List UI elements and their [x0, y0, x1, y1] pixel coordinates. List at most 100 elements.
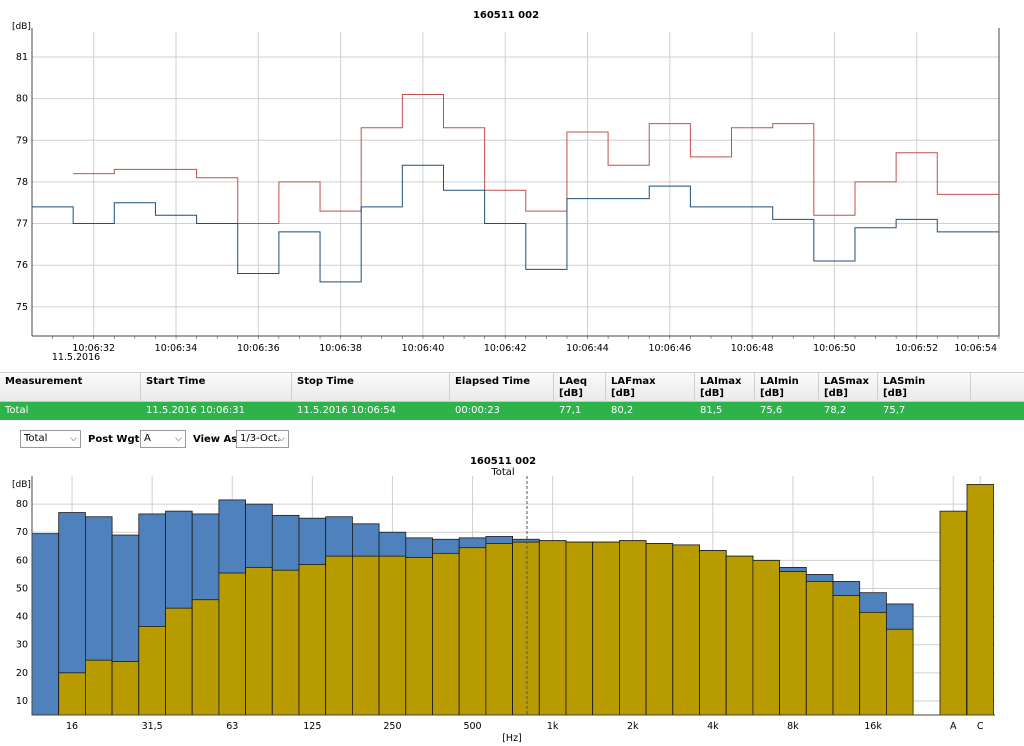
x-tick-label: 10:06:46: [648, 343, 691, 354]
x-tick-label: 1k: [547, 721, 559, 732]
table-row[interactable]: Total 11.5.2016 10:06:31 11.5.2016 10:06…: [0, 402, 1024, 420]
bar-gold: [832, 595, 861, 716]
y-tick-label: 77: [16, 219, 28, 230]
x-tick-label: 16: [66, 721, 78, 732]
cell-start-time: 11.5.2016 10:06:31: [146, 405, 245, 416]
top-chart-x-axis: 10:06:32 10:06:34 10:06:36 10:06:38 10:06:40…: [32, 335, 1000, 354]
y-tick-label: 79: [16, 135, 28, 146]
view-as-select[interactable]: 1/3-Oct. ⌵: [236, 430, 289, 448]
bottom-chart-x-unit: [Hz]: [502, 733, 522, 744]
col-elapsed-time[interactable]: Elapsed Time: [450, 373, 554, 403]
bar-gold: [512, 541, 540, 716]
y-tick-label: 40: [16, 612, 28, 623]
y-tick-label: 30: [16, 640, 28, 651]
bar-gold: [85, 659, 113, 716]
chevron-down-icon: ⌵: [70, 434, 77, 444]
y-tick-label: 76: [16, 260, 28, 271]
bottom-chart-title: 160511 002: [470, 456, 536, 467]
bar-gold: [378, 555, 407, 716]
bar-gold: [859, 611, 887, 716]
bar-gold: [672, 544, 700, 716]
y-tick-label: 70: [16, 527, 28, 538]
x-tick-label: 10:06:54: [954, 343, 997, 354]
bar-gold: [351, 555, 380, 716]
bar-gold: [458, 547, 487, 716]
x-tick-label: 8k: [787, 721, 799, 732]
bottom-chart-y-axis: 10 20 30 40 50 60 70 80: [16, 476, 33, 715]
cell-measurement: Total: [5, 405, 29, 416]
bar-gold: [271, 569, 300, 716]
col-laimax[interactable]: LAImax [dB]: [695, 373, 755, 403]
spectrum-controls: Total ⌵ Post Wgt: A ⌵ View As 1/3-Oct. ⌵: [0, 426, 1024, 452]
y-tick-label: 20: [16, 668, 28, 679]
x-tick-label: 2k: [627, 721, 639, 732]
x-tick-label: 31,5: [142, 721, 163, 732]
x-tick-label: 10:06:44: [566, 343, 609, 354]
bar-gold: [245, 566, 273, 716]
series-line-red: [73, 93, 999, 225]
cell-lasmax: 78,2: [824, 405, 847, 416]
bar-gold: [432, 552, 460, 716]
cell-lafmax: 80,2: [611, 405, 634, 416]
x-tick-label: 500: [463, 721, 481, 732]
cell-lasmin: 75,7: [883, 405, 906, 416]
measurement-select[interactable]: Total ⌵: [20, 430, 81, 448]
top-chart-series: [32, 93, 999, 283]
bar-gold: [165, 607, 193, 716]
y-tick-label: 78: [16, 177, 28, 188]
bar-gold: [538, 540, 567, 716]
x-tick-label: 10:06:34: [155, 343, 198, 354]
bottom-chart-x-axis: 16 31,5 63 125 250 500 1k 2k 4k 8k 16k A C: [32, 714, 995, 732]
col-lafmax[interactable]: LAFmax [dB]: [606, 373, 695, 403]
x-tick-label: 250: [383, 721, 401, 732]
x-tick-label: 10:06:48: [731, 343, 774, 354]
weighting-label: A: [950, 721, 957, 732]
bar-gold: [699, 550, 727, 716]
col-stop-time[interactable]: Stop Time: [292, 373, 450, 403]
bar-gold: [752, 559, 781, 716]
x-tick-label: 10:06:40: [402, 343, 445, 354]
top-chart-x-date: 11.5.2016: [52, 352, 100, 363]
bar-gold: [966, 484, 994, 716]
y-tick-label: 80: [16, 94, 28, 105]
col-start-time[interactable]: Start Time: [141, 373, 292, 403]
bar-gold: [886, 628, 914, 716]
x-tick-label: 63: [226, 721, 238, 732]
x-tick-label: 10:06:50: [813, 343, 856, 354]
cell-laimin: 75,6: [760, 405, 783, 416]
bar-gold: [58, 672, 86, 716]
y-tick-label: 50: [16, 583, 28, 594]
bar-gold: [111, 661, 140, 716]
chevron-down-icon: ⌵: [278, 434, 285, 444]
x-tick-label: 10:06:32: [72, 343, 115, 354]
post-wgt-select[interactable]: A ⌵: [140, 430, 186, 448]
bar-gold: [218, 572, 246, 716]
x-tick-label: 10:06:38: [319, 343, 362, 354]
col-laeq[interactable]: LAeq [dB]: [554, 373, 606, 403]
bar-gold: [592, 541, 620, 716]
bar-gold: [485, 543, 513, 716]
col-lasmin[interactable]: LASmin [dB]: [878, 373, 971, 403]
top-chart-y-axis: 75 76 77 78 79 80 81: [16, 28, 1000, 336]
x-tick-label: 16k: [864, 721, 882, 732]
bar-gold: [191, 599, 220, 716]
col-laimin[interactable]: LAImin [dB]: [755, 373, 819, 403]
bottom-chart-unit-label: [dB]: [12, 480, 31, 490]
post-wgt-label: Post Wgt:: [88, 434, 144, 445]
y-tick-label: 80: [16, 499, 28, 510]
y-tick-label: 75: [16, 302, 28, 313]
col-measurement[interactable]: Measurement: [0, 373, 141, 403]
cell-laimax: 81,5: [700, 405, 723, 416]
weighting-label: C: [977, 721, 984, 732]
bar-gold: [565, 541, 594, 716]
bar-gold: [405, 557, 433, 716]
bar-gold: [645, 543, 674, 716]
chevron-down-icon: ⌵: [175, 434, 182, 444]
col-lasmax[interactable]: LASmax [dB]: [819, 373, 878, 403]
y-tick-label: 81: [16, 52, 28, 63]
top-chart-unit-label: [dB]: [12, 22, 31, 32]
series-line-blue: [32, 164, 999, 283]
bar-gold: [619, 540, 647, 716]
measurement-table: Measurement Start Time Stop Time Elapsed…: [0, 372, 1024, 420]
